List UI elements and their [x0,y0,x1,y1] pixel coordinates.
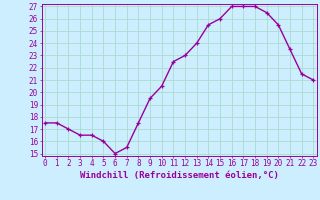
X-axis label: Windchill (Refroidissement éolien,°C): Windchill (Refroidissement éolien,°C) [80,171,279,180]
